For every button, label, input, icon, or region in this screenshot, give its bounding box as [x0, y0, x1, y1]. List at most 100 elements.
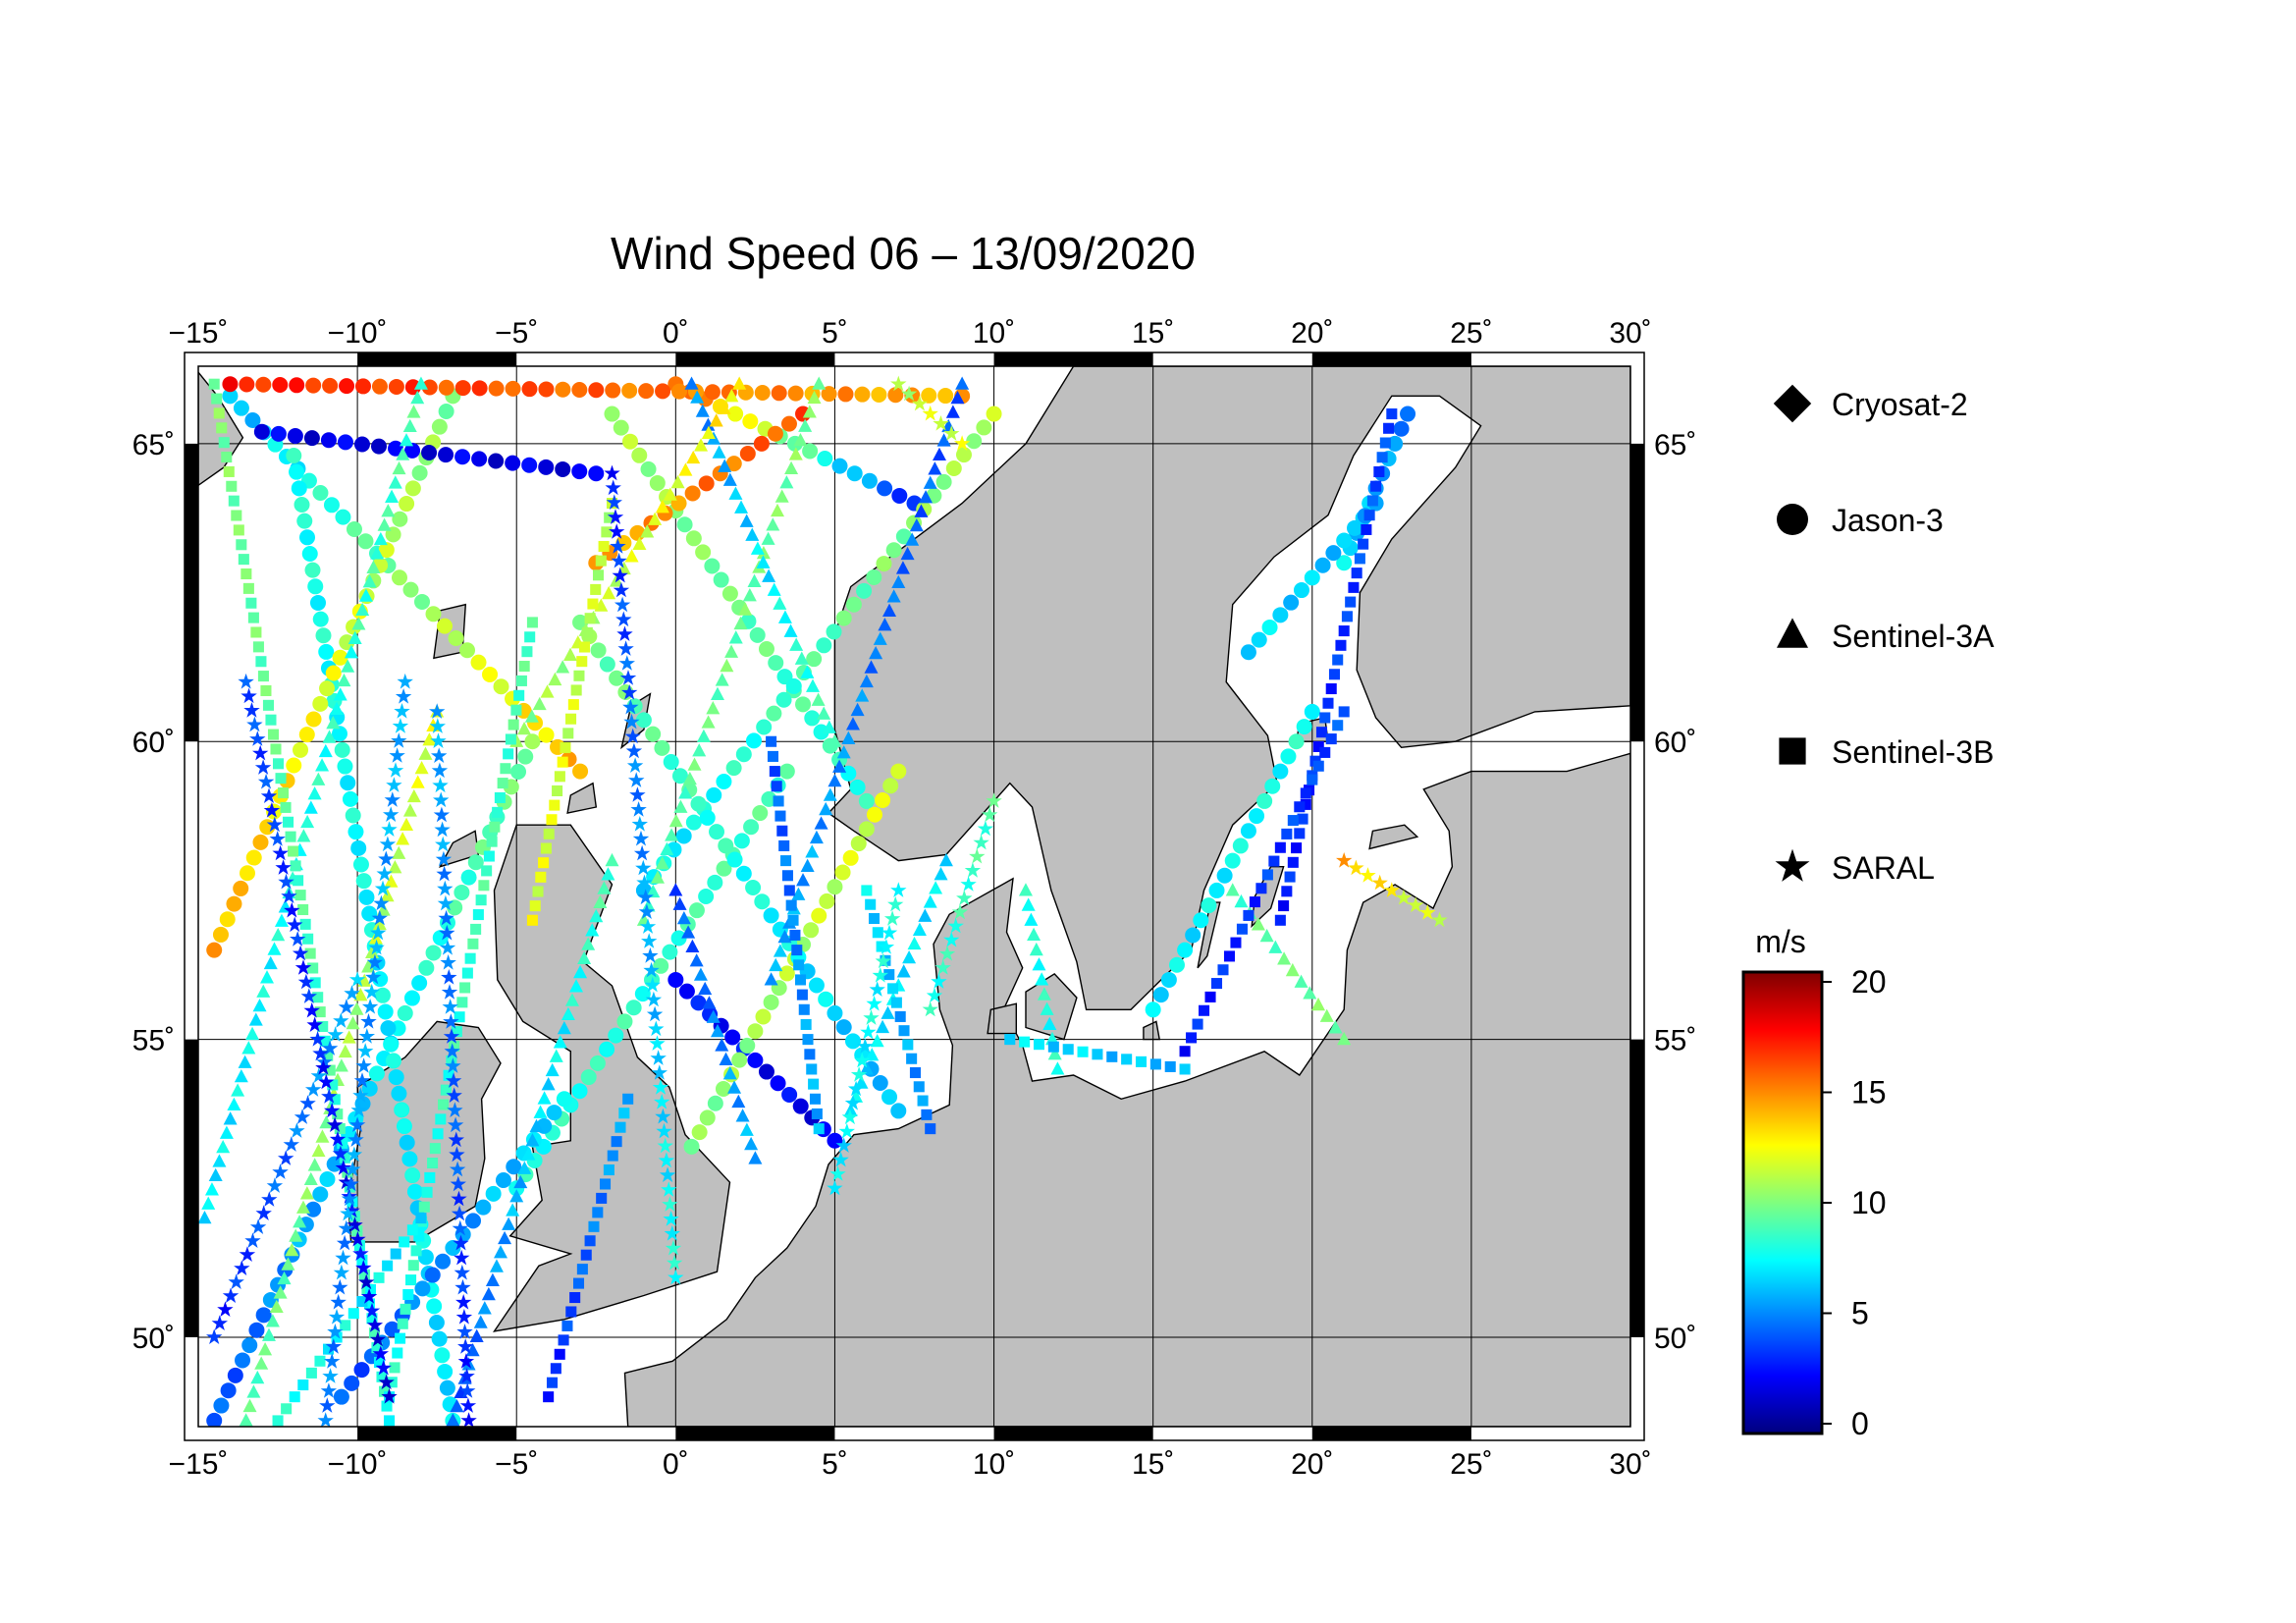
jason3-point [206, 1412, 223, 1427]
jason3-point [385, 1053, 401, 1069]
jason3-point [890, 763, 907, 780]
jason3-point [699, 809, 716, 826]
saral-point [641, 933, 658, 948]
track-sentinel-3a-21 [636, 376, 827, 926]
sentinel3a-point [494, 1245, 508, 1259]
jason3-point [604, 406, 620, 422]
jason3-point [572, 763, 589, 780]
sentinel3b-point [581, 626, 593, 638]
sentinel3a-point [289, 1228, 303, 1242]
jason3-point [768, 655, 784, 672]
lon-tick-label-bottom: −10˚ [328, 1448, 388, 1481]
figure-title: Wind Speed 06 – 13/09/2020 [611, 228, 1196, 279]
jason3-point [546, 1105, 562, 1121]
sentinel3a-point [670, 474, 685, 489]
jason3-point [571, 381, 588, 398]
jason3-point [725, 760, 742, 777]
saral-point [450, 1175, 466, 1192]
jason3-point [357, 533, 374, 550]
saral-point [1371, 874, 1388, 891]
sentinel3a-point [347, 630, 362, 644]
sentinel3a-point [248, 1012, 263, 1026]
sentinel3b-point [526, 617, 538, 628]
lon-tick-label-top: 30˚ [1609, 317, 1651, 350]
saral-point [360, 1013, 377, 1029]
sentinel3b-point [773, 795, 784, 807]
saral-point [278, 1150, 294, 1165]
sentinel3b-point [285, 831, 296, 842]
saral-point [370, 924, 387, 941]
saral-point [222, 1287, 240, 1303]
saral-point [656, 1122, 672, 1139]
saral-point [449, 1161, 466, 1177]
sentinel3b-point [368, 1327, 380, 1339]
saral-point [275, 859, 292, 875]
jason3-point [555, 381, 571, 398]
jason3-point [621, 382, 638, 399]
saral-point [261, 1191, 278, 1207]
saral-point [459, 1382, 476, 1398]
sentinel3b-point [793, 959, 805, 971]
sentinel3b-point [1281, 886, 1293, 897]
jason3-point [439, 1380, 455, 1396]
jason3-point [691, 1124, 708, 1141]
frame-bar-top [993, 352, 1153, 366]
sentinel3a-point [358, 588, 373, 602]
sentinel3b-point [1047, 1041, 1059, 1053]
sentinel3b-point [467, 938, 479, 949]
sentinel3b-point [497, 778, 508, 789]
sentinel3a-point [212, 1154, 227, 1167]
sentinel3a-point [1303, 986, 1317, 1000]
lon-tick-label-bottom: 0˚ [663, 1448, 689, 1481]
sentinel3a-point [685, 939, 700, 953]
jason3-point [374, 987, 391, 1003]
jason3-point [645, 726, 662, 742]
sentinel3b-point [475, 894, 487, 906]
sentinel3a-point [777, 610, 792, 623]
sentinel3a-point [597, 881, 612, 894]
sentinel3b-point [483, 850, 495, 862]
jason3-point [887, 387, 904, 404]
sentinel3a-point [260, 970, 275, 984]
saral-point [645, 991, 663, 1007]
sentinel3a-point [936, 433, 951, 447]
sentinel3a-point [1024, 912, 1039, 926]
jason3-point [725, 456, 742, 472]
sentinel3b-point [587, 598, 599, 610]
sentinel3a-point [414, 760, 429, 775]
jason3-point [505, 455, 521, 471]
saral-point [297, 973, 315, 990]
sentinel3a-point [300, 814, 315, 829]
sentinel3b-point [572, 1277, 585, 1289]
jason3-point [895, 528, 912, 545]
saral-point [278, 873, 294, 890]
jason3-point [1249, 808, 1265, 825]
saral-point [662, 1196, 678, 1212]
sentinel3a-point [774, 489, 789, 503]
jason3-point [758, 1063, 774, 1080]
jason3-point [1336, 532, 1353, 549]
sentinel3b-point [257, 671, 269, 682]
sentinel3b-point [798, 1003, 810, 1015]
saral-point [366, 1317, 384, 1332]
sentinel3a-point [859, 674, 874, 688]
sentinel3a-point [269, 1299, 284, 1314]
jason3-point [404, 1167, 421, 1184]
lon-tick-label-bottom: 20˚ [1291, 1448, 1333, 1481]
saral-point [869, 981, 885, 997]
sentinel3b-point [247, 612, 259, 623]
sentinel3a-point [770, 503, 784, 517]
jason3-point [1256, 792, 1273, 809]
sentinel3b-point [1230, 937, 1242, 948]
jason3-point [589, 1055, 606, 1071]
square-icon [1779, 737, 1806, 765]
jason3-point [235, 1352, 251, 1369]
jason3-point [767, 425, 783, 442]
jason3-point [555, 460, 571, 477]
saral-point [890, 882, 907, 897]
jason3-point [213, 1397, 230, 1414]
jason3-point [1216, 867, 1233, 884]
sentinel3b-point [771, 781, 782, 792]
saral-point [977, 820, 994, 837]
sentinel3b-point [314, 1006, 326, 1018]
